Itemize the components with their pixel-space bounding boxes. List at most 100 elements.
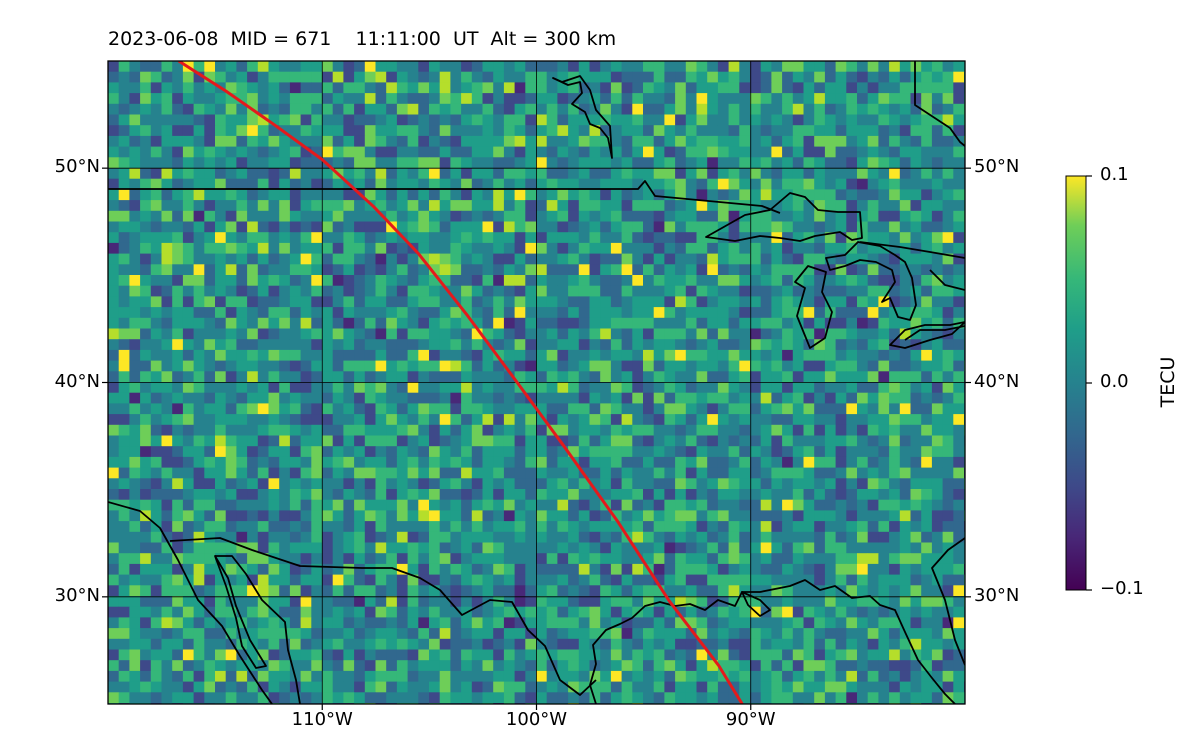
tec-cell (514, 424, 526, 436)
tec-cell (300, 585, 312, 597)
tec-cell (782, 446, 794, 458)
tec-cell (375, 168, 387, 180)
tec-cell (621, 585, 633, 597)
tec-cell (225, 125, 237, 137)
tec-cell (739, 489, 751, 501)
tec-cell (739, 585, 751, 597)
tec-cell (589, 125, 601, 137)
tec-cell (685, 93, 697, 105)
tec-cell (268, 317, 280, 329)
tec-cell (782, 210, 794, 222)
tec-cell (118, 670, 130, 682)
tec-cell (578, 382, 590, 394)
tec-cell (846, 285, 858, 297)
tec-cell (396, 285, 408, 297)
tec-cell (386, 553, 398, 565)
tec-cell (835, 296, 847, 308)
tec-cell (204, 189, 216, 201)
tec-cell (557, 478, 569, 490)
tec-cell (204, 638, 216, 650)
tec-cell (664, 210, 676, 222)
tec-cell (311, 510, 323, 522)
tec-cell (760, 692, 772, 704)
tec-cell (771, 563, 783, 575)
tec-cell (386, 189, 398, 201)
tec-cell (578, 371, 590, 383)
tec-cell (471, 382, 483, 394)
tec-cell (707, 339, 719, 351)
tec-cell (707, 606, 719, 618)
tec-cell (728, 82, 740, 94)
tec-cell (889, 649, 901, 661)
tec-cell (215, 189, 227, 201)
tec-cell (707, 478, 719, 490)
tec-cell (632, 253, 644, 265)
tec-cell (140, 285, 152, 297)
tec-cell (857, 478, 869, 490)
tec-cell (610, 628, 622, 640)
tec-cell (835, 103, 847, 115)
tec-cell (311, 596, 323, 608)
tec-cell (889, 135, 901, 147)
tec-cell (632, 371, 644, 383)
tec-cell (889, 125, 901, 137)
tec-cell (899, 317, 911, 329)
tec-cell (418, 392, 430, 404)
tec-cell (429, 467, 441, 479)
tec-cell (129, 339, 141, 351)
tec-cell (600, 521, 612, 533)
tec-cell (471, 628, 483, 640)
tec-cell (739, 157, 751, 169)
tec-cell (375, 328, 387, 340)
tec-cell (364, 424, 376, 436)
tec-cell (161, 521, 173, 533)
tec-cell (621, 360, 633, 372)
tec-cell (204, 681, 216, 693)
tec-cell (257, 617, 269, 629)
tec-cell (814, 371, 826, 383)
tec-cell (824, 521, 836, 533)
tec-cell (728, 210, 740, 222)
tec-cell (268, 328, 280, 340)
tec-cell (215, 371, 227, 383)
tec-cell (707, 168, 719, 180)
tec-cell (493, 135, 505, 147)
tec-cell (910, 93, 922, 105)
tec-cell (247, 382, 259, 394)
tec-cell (717, 242, 729, 254)
tec-cell (557, 403, 569, 415)
tec-cell (503, 617, 515, 629)
tec-cell (899, 232, 911, 244)
tec-cell (268, 435, 280, 447)
tec-cell (140, 178, 152, 190)
tec-cell (140, 467, 152, 479)
tec-cell (140, 210, 152, 222)
tec-cell (846, 681, 858, 693)
tec-cell (471, 93, 483, 105)
tec-cell (503, 103, 515, 115)
tec-cell (450, 275, 462, 287)
tec-cell (215, 253, 227, 265)
tec-cell (193, 210, 205, 222)
tec-cell (782, 392, 794, 404)
tec-cell (514, 285, 526, 297)
tec-cell (910, 210, 922, 222)
tec-cell (322, 275, 334, 287)
tec-cell (803, 414, 815, 426)
tec-cell (482, 617, 494, 629)
tec-cell (696, 649, 708, 661)
tec-cell (332, 93, 344, 105)
tec-cell (675, 189, 687, 201)
tec-cell (439, 382, 451, 394)
tec-cell (257, 210, 269, 222)
tec-cell (750, 414, 762, 426)
tec-cell (343, 660, 355, 672)
tec-cell (525, 232, 537, 244)
tec-cell (803, 371, 815, 383)
tec-cell (728, 542, 740, 554)
tec-cell (236, 328, 248, 340)
tec-cell (418, 403, 430, 415)
tec-cell (129, 670, 141, 682)
tec-cell (792, 478, 804, 490)
tec-cell (354, 596, 366, 608)
